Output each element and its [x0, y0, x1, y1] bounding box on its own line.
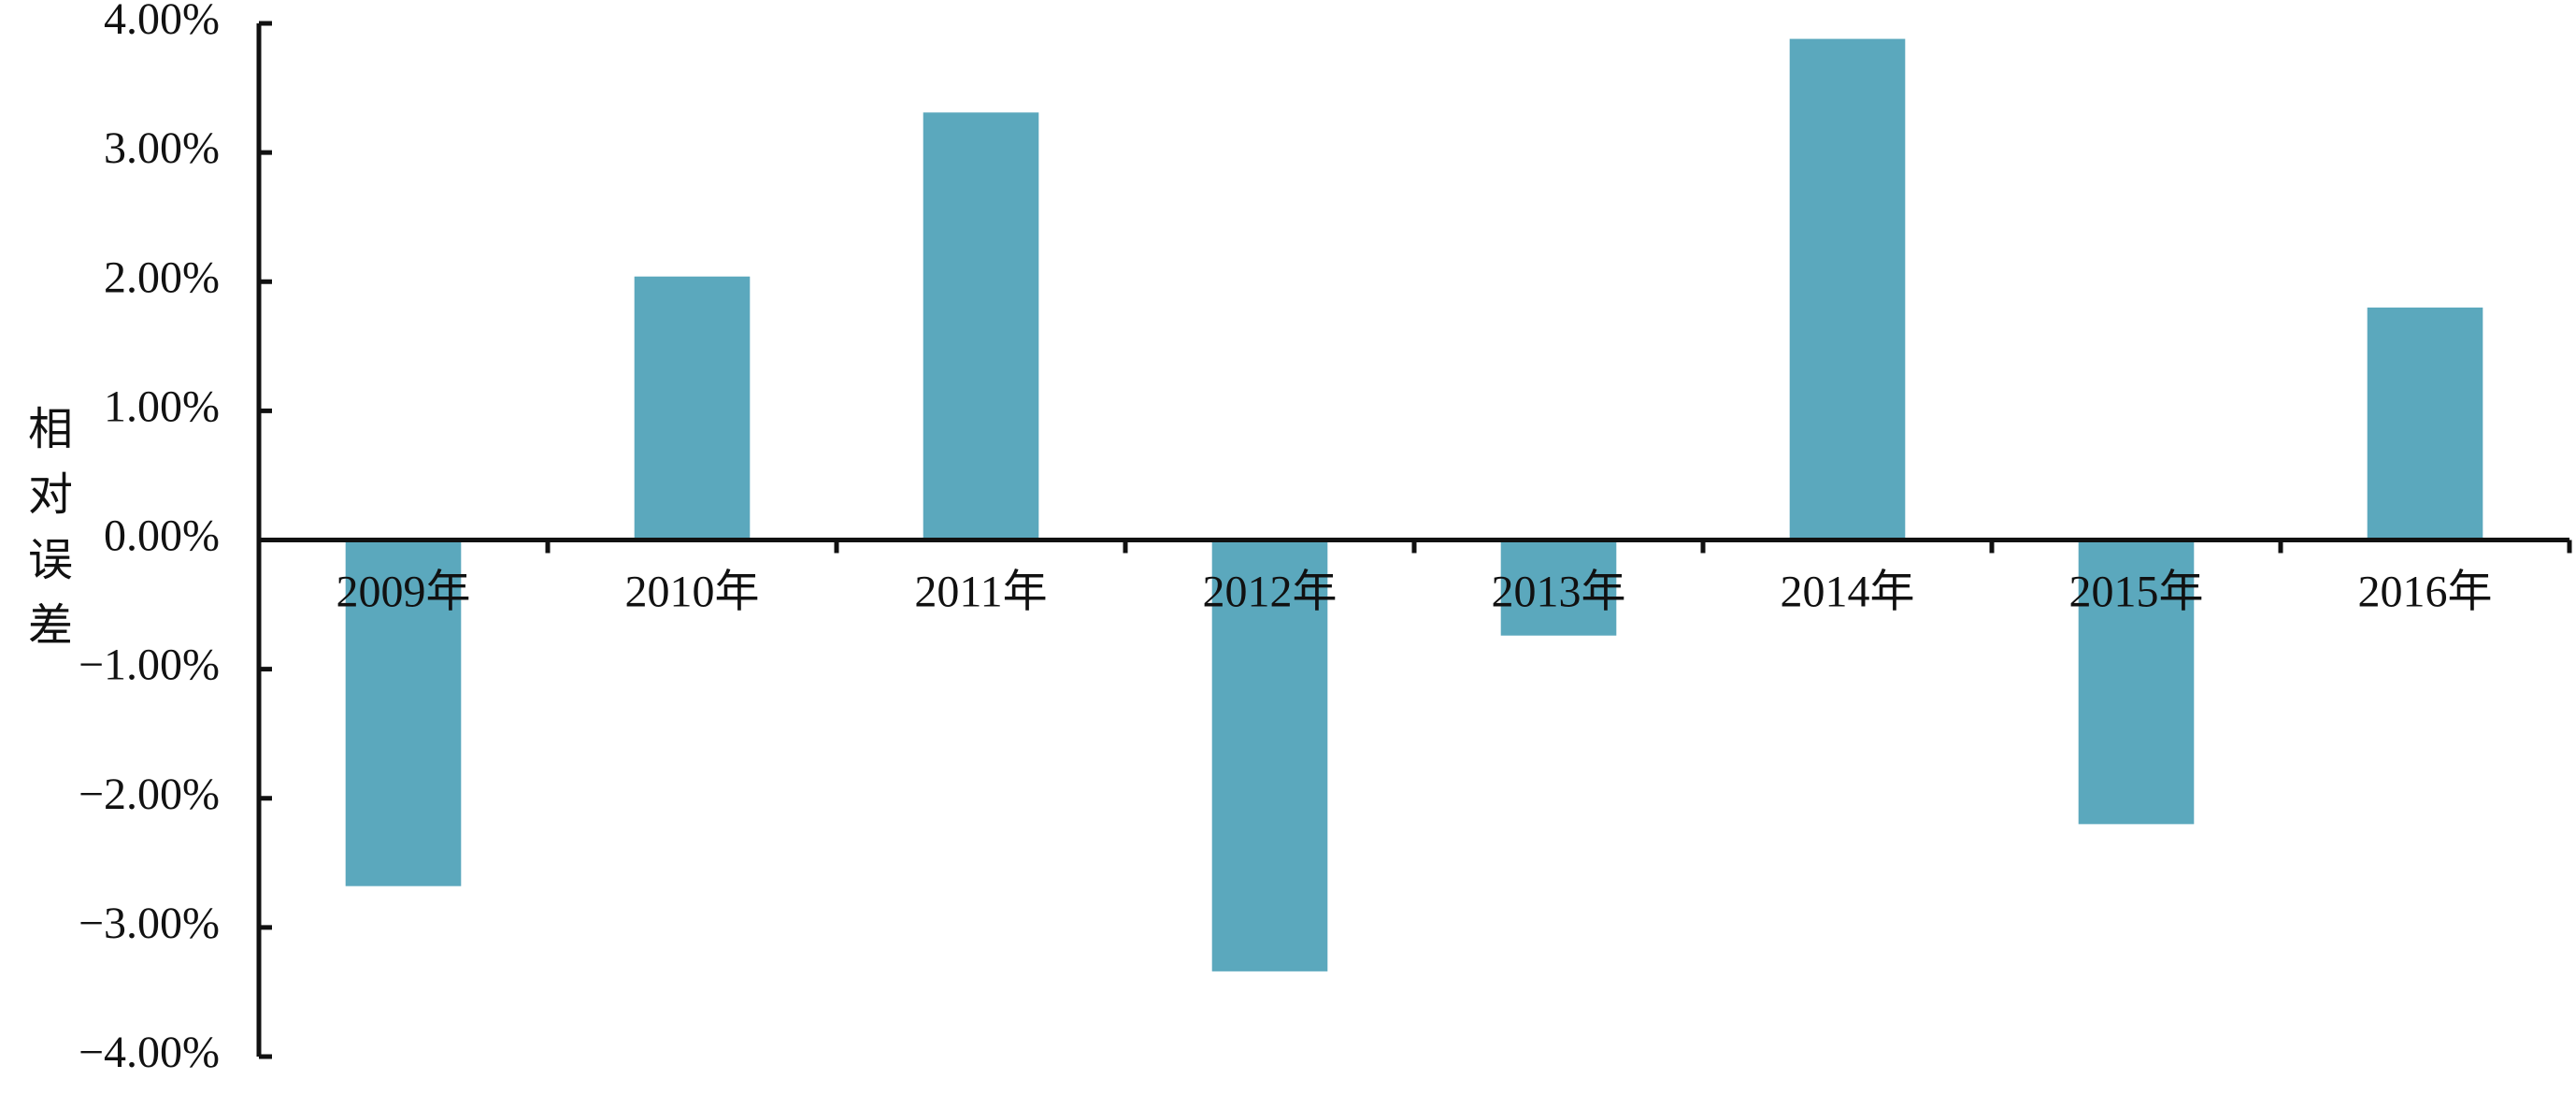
x-tick-label: 2013年	[1491, 568, 1625, 617]
y-tick-label: −4.00%	[79, 1028, 220, 1077]
bar	[923, 112, 1039, 540]
y-tick-label: 0.00%	[104, 511, 220, 561]
x-tick-label: 2011年	[914, 568, 1047, 617]
y-tick-label: 2.00%	[104, 252, 220, 302]
x-tick-label: 2012年	[1202, 568, 1337, 617]
y-tick-label: −3.00%	[79, 899, 220, 948]
bar	[1500, 540, 1617, 636]
y-tick-label: −1.00%	[79, 641, 220, 690]
y-tick-label: 4.00%	[104, 0, 220, 44]
y-axis-label: 相对误差	[21, 405, 72, 667]
x-tick-label: 2009年	[336, 568, 470, 617]
bar	[634, 276, 751, 540]
bar	[345, 540, 462, 886]
bar	[1211, 540, 1328, 972]
bar	[2367, 307, 2483, 540]
x-tick-label: 2016年	[2357, 568, 2492, 617]
bar	[1789, 38, 1906, 540]
x-tick-label: 2010年	[624, 568, 759, 617]
y-tick-label: 3.00%	[104, 123, 220, 173]
x-tick-label: 2015年	[2068, 568, 2203, 617]
bar	[2078, 540, 2195, 825]
y-tick-label: 1.00%	[104, 381, 220, 431]
x-tick-label: 2014年	[1780, 568, 1914, 617]
y-tick-label: −2.00%	[79, 770, 220, 819]
